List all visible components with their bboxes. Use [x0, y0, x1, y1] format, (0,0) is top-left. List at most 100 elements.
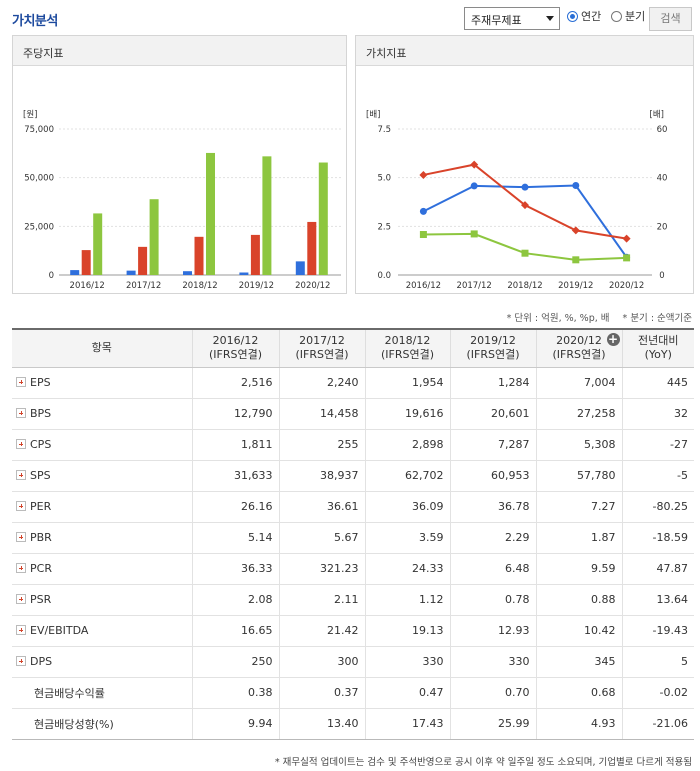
row-label-cell[interactable]: PCR: [12, 553, 192, 585]
value-cell: 10.42: [535, 615, 622, 647]
value-cell: 36.61: [278, 491, 365, 523]
y-left-axis-label: [배]: [366, 110, 380, 120]
value-cell: 9.94: [191, 708, 279, 740]
per-share-chart-title: 주당지표: [13, 36, 346, 66]
row-label-cell[interactable]: EPS: [12, 367, 192, 399]
value-cell: 1,284: [449, 367, 536, 399]
row-label-cell[interactable]: PSR: [12, 584, 192, 616]
valuation-line-chart: 0.0 0 2.5 20 5.0 40 7.5 60 [배] [배] 2016/12 2017/12 2…: [366, 110, 668, 291]
value-cell: 12.93: [449, 615, 536, 647]
table-row: EPS 2,516 2,240 1,954 1,284 7,004 445: [12, 367, 694, 399]
value-cell: 27,258: [535, 398, 622, 430]
bar-sps: [318, 162, 328, 275]
row-label-cell[interactable]: EV/EBITDA: [12, 615, 192, 647]
bar-bps: [138, 246, 148, 275]
row-label: 현금배당수익률: [34, 686, 105, 700]
add-column-icon[interactable]: +: [606, 332, 620, 346]
statement-type-value: 주재무제표: [471, 14, 522, 27]
point-marker: [470, 160, 479, 169]
value-cell: 321.23: [278, 553, 365, 585]
row-label: CPS: [30, 438, 52, 451]
row-label: DPS: [30, 655, 53, 668]
y-tick-label: 25,000: [24, 222, 54, 232]
value-cell: 1.87: [535, 522, 622, 554]
bar-sps: [93, 213, 103, 275]
expand-plus-icon[interactable]: [16, 470, 26, 480]
search-button[interactable]: 검색: [649, 7, 692, 31]
value-cell: 0.70: [449, 677, 536, 709]
expand-plus-icon[interactable]: [16, 532, 26, 542]
chevron-down-icon: [546, 16, 554, 21]
expand-plus-icon[interactable]: [16, 501, 26, 511]
value-cell: 19,616: [364, 398, 450, 430]
bar-bps: [194, 236, 204, 275]
row-label-cell[interactable]: PBR: [12, 522, 192, 554]
row-label-cell[interactable]: PER: [12, 491, 192, 523]
yoy-cell: 5: [621, 646, 694, 678]
yoy-cell: 47.87: [621, 553, 694, 585]
statement-type-select[interactable]: 주재무제표: [464, 7, 560, 30]
row-label-cell[interactable]: SPS: [12, 460, 192, 492]
value-cell: 0.37: [278, 677, 365, 709]
expand-plus-icon[interactable]: [16, 625, 26, 635]
quarter-note-text: * 분기 : 순액기준: [622, 313, 692, 324]
expand-plus-icon[interactable]: [16, 377, 26, 387]
radio-quarter-label: 분기: [625, 10, 646, 23]
row-label-cell[interactable]: DPS: [12, 646, 192, 678]
yoy-cell: -27: [621, 429, 694, 461]
row-label-cell[interactable]: BPS: [12, 398, 192, 430]
point-marker: [623, 254, 631, 262]
table-row: 현금배당성향(%) 9.94 13.40 17.43 25.99 4.93 -21.06: [12, 708, 694, 740]
value-cell: 2.08: [191, 584, 279, 616]
yoy-cell: -18.59: [621, 522, 694, 554]
y-right-tick-label: 40: [657, 174, 668, 184]
bar-sps: [262, 156, 272, 275]
valuation-table: 항목 2016/12 (IFRS연결) 2017/12 (IFRS연결) 2018/…: [12, 328, 694, 740]
table-row: DPS 250 300 330 330 345 5: [12, 646, 694, 678]
bar-sps: [206, 152, 215, 275]
expand-plus-icon[interactable]: [16, 408, 26, 418]
x-tick-label: 2019/12: [558, 281, 593, 291]
value-cell: 250: [191, 646, 279, 678]
table-row: PER 26.16 36.61 36.09 36.78 7.27 -80.25: [12, 491, 694, 523]
value-cell: 19.13: [364, 615, 450, 647]
table-row: PBR 5.14 5.67 3.59 2.29 1.87 -18.59: [12, 522, 694, 554]
radio-quarter[interactable]: 분기: [611, 8, 645, 24]
bar-eps: [239, 272, 249, 275]
value-cell: 16.65: [191, 615, 279, 647]
value-cell: 38,937: [278, 460, 365, 492]
y-right-axis-label: [배]: [650, 110, 664, 120]
yoy-cell: -21.06: [621, 708, 694, 740]
table-row: PCR 36.33 321.23 24.33 6.48 9.59 47.87: [12, 553, 694, 585]
row-label-cell[interactable]: CPS: [12, 429, 192, 461]
bar-eps: [183, 271, 192, 275]
value-cell: 3.59: [364, 522, 450, 554]
y-tick-label: 75,000: [24, 125, 54, 135]
row-label: PBR: [30, 531, 52, 544]
page-title: 가치분석: [12, 14, 58, 29]
radio-checked-icon: [567, 10, 578, 22]
value-cell: 0.38: [191, 677, 279, 709]
expand-plus-icon[interactable]: [16, 439, 26, 449]
per-share-chart-panel: 주당지표 0 25,000 50,000 75,000 [원] 2016/12 2017/1…: [12, 35, 347, 294]
value-cell: 62,702: [364, 460, 450, 492]
y-left-tick-label: 2.5: [377, 222, 391, 232]
value-cell: 60,953: [449, 460, 536, 492]
x-tick-label: 2017/12: [457, 281, 492, 291]
point-marker: [419, 170, 428, 179]
value-cell: 1,954: [364, 367, 450, 399]
value-cell: 13.40: [278, 708, 365, 740]
column-header: 2017/12 (IFRS연결): [278, 329, 365, 368]
bar-bps: [81, 250, 91, 275]
expand-plus-icon[interactable]: [16, 656, 26, 666]
expand-plus-icon[interactable]: [16, 594, 26, 604]
value-cell: 345: [535, 646, 622, 678]
bar-bps: [307, 221, 317, 275]
point-marker: [622, 234, 631, 243]
column-header: 2016/12 (IFRS연결): [191, 329, 279, 368]
radio-annual[interactable]: 연간: [567, 8, 601, 24]
value-cell: 5,308: [535, 429, 622, 461]
bar-bps: [250, 234, 260, 275]
table-row: 현금배당수익률 0.38 0.37 0.47 0.70 0.68 -0.02: [12, 677, 694, 709]
expand-plus-icon[interactable]: [16, 563, 26, 573]
